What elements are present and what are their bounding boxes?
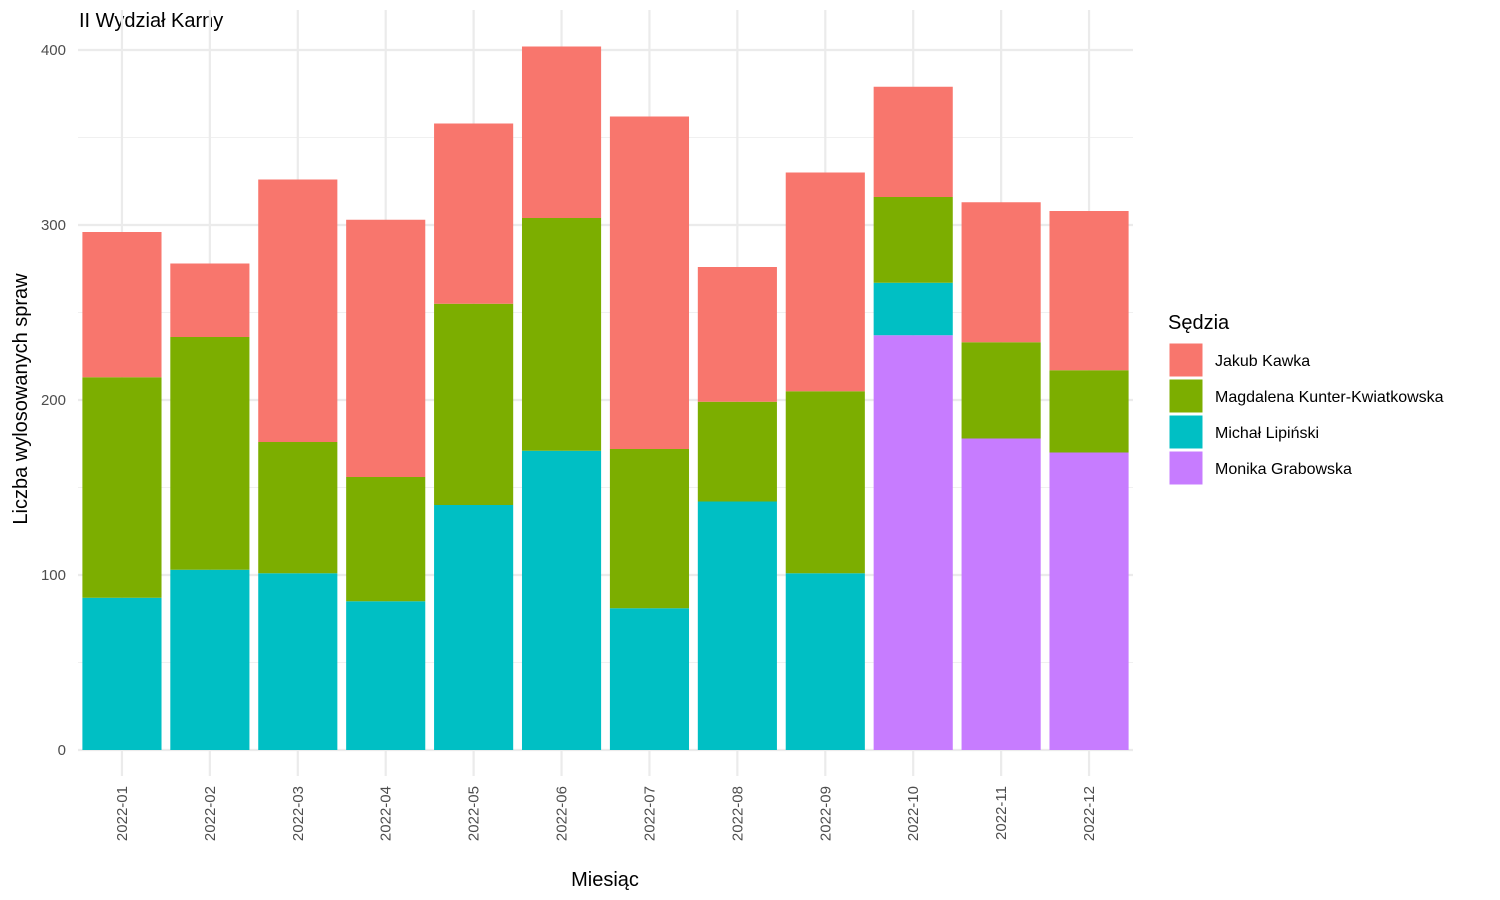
- legend-swatch: [1168, 378, 1204, 414]
- y-tick-label: 400: [41, 42, 66, 59]
- x-tick-label: 2022-11: [993, 786, 1010, 840]
- x-tick-label: 2022-05: [466, 786, 483, 841]
- x-tick-label: 2022-09: [817, 786, 834, 841]
- bar-segment: [346, 219, 426, 477]
- legend-swatch: [1168, 450, 1204, 486]
- legend-title: Sędzia: [1168, 312, 1230, 334]
- bar-segment: [873, 282, 953, 336]
- x-tick-label: 2022-08: [729, 786, 746, 841]
- x-axis-title: Miesiąc: [571, 869, 639, 891]
- x-tick-label: 2022-04: [378, 786, 395, 841]
- y-tick-label: 0: [58, 742, 66, 759]
- y-tick-label: 300: [41, 217, 66, 234]
- bars: [82, 46, 1129, 750]
- x-tick-label: 2022-12: [1081, 786, 1098, 841]
- bar-segment: [697, 401, 777, 502]
- bar-segment: [521, 450, 602, 750]
- bar-segment: [1049, 370, 1129, 453]
- bar-segment: [961, 438, 1041, 750]
- bar-segment: [434, 505, 514, 750]
- bar-segment: [697, 267, 777, 402]
- bar-segment: [258, 573, 338, 750]
- bar-segment: [82, 597, 162, 750]
- y-axis-ticks: 0 100 200 300 400: [41, 42, 66, 759]
- bar-segment: [785, 573, 865, 750]
- bar-segment: [346, 601, 426, 750]
- bar-segment: [346, 477, 426, 602]
- x-tick-label: 2022-02: [202, 786, 219, 841]
- legend-swatch: [1168, 342, 1204, 378]
- bar-segment: [170, 263, 250, 337]
- bar-segment: [258, 442, 338, 574]
- x-axis-ticks: 2022-01 2022-02 2022-03 2022-04 2022-05 2022-…: [114, 786, 1098, 841]
- chart-title: II Wydział Karny: [79, 10, 223, 32]
- bar-segment: [521, 218, 602, 451]
- bar-segment: [785, 391, 865, 574]
- y-axis-title: Liczba wylosowanych spraw: [10, 273, 32, 525]
- x-tick-label: 2022-03: [290, 786, 307, 841]
- bar-segment: [609, 608, 690, 750]
- x-tick-label: 2022-06: [554, 786, 571, 841]
- x-tick-label: 2022-10: [905, 786, 922, 841]
- bar-segment: [961, 202, 1041, 343]
- bar-segment: [873, 197, 953, 283]
- bar-segment: [1049, 211, 1129, 371]
- legend: Sędzia Jakub Kawka Magdalena Kunter-Kwiat…: [1168, 312, 1444, 486]
- legend-label: Jakub Kawka: [1215, 353, 1310, 370]
- bar-segment: [873, 86, 953, 197]
- bar-segment: [609, 449, 690, 609]
- legend-label: Monika Grabowska: [1215, 461, 1352, 478]
- legend-label: Michał Lipiński: [1215, 425, 1319, 442]
- bar-segment: [521, 46, 602, 218]
- bar-segment: [170, 569, 250, 750]
- x-tick-label: 2022-01: [114, 786, 131, 841]
- bar-segment: [434, 303, 514, 505]
- bar-segment: [785, 172, 865, 392]
- bar-segment: [82, 232, 162, 378]
- bar-segment: [82, 377, 162, 598]
- bar-segment: [1049, 452, 1129, 750]
- legend-label: Magdalena Kunter-Kwiatkowska: [1215, 389, 1444, 406]
- bar-segment: [697, 501, 777, 750]
- x-tick-label: 2022-07: [641, 786, 658, 841]
- bar-segment: [258, 179, 338, 442]
- y-tick-label: 100: [41, 567, 66, 584]
- bar-segment: [961, 342, 1041, 439]
- bar-segment: [170, 337, 250, 570]
- bar-segment: [609, 116, 690, 449]
- y-tick-label: 200: [41, 392, 66, 409]
- legend-swatch: [1168, 414, 1204, 450]
- bar-segment: [873, 335, 953, 750]
- bar-segment: [434, 123, 514, 304]
